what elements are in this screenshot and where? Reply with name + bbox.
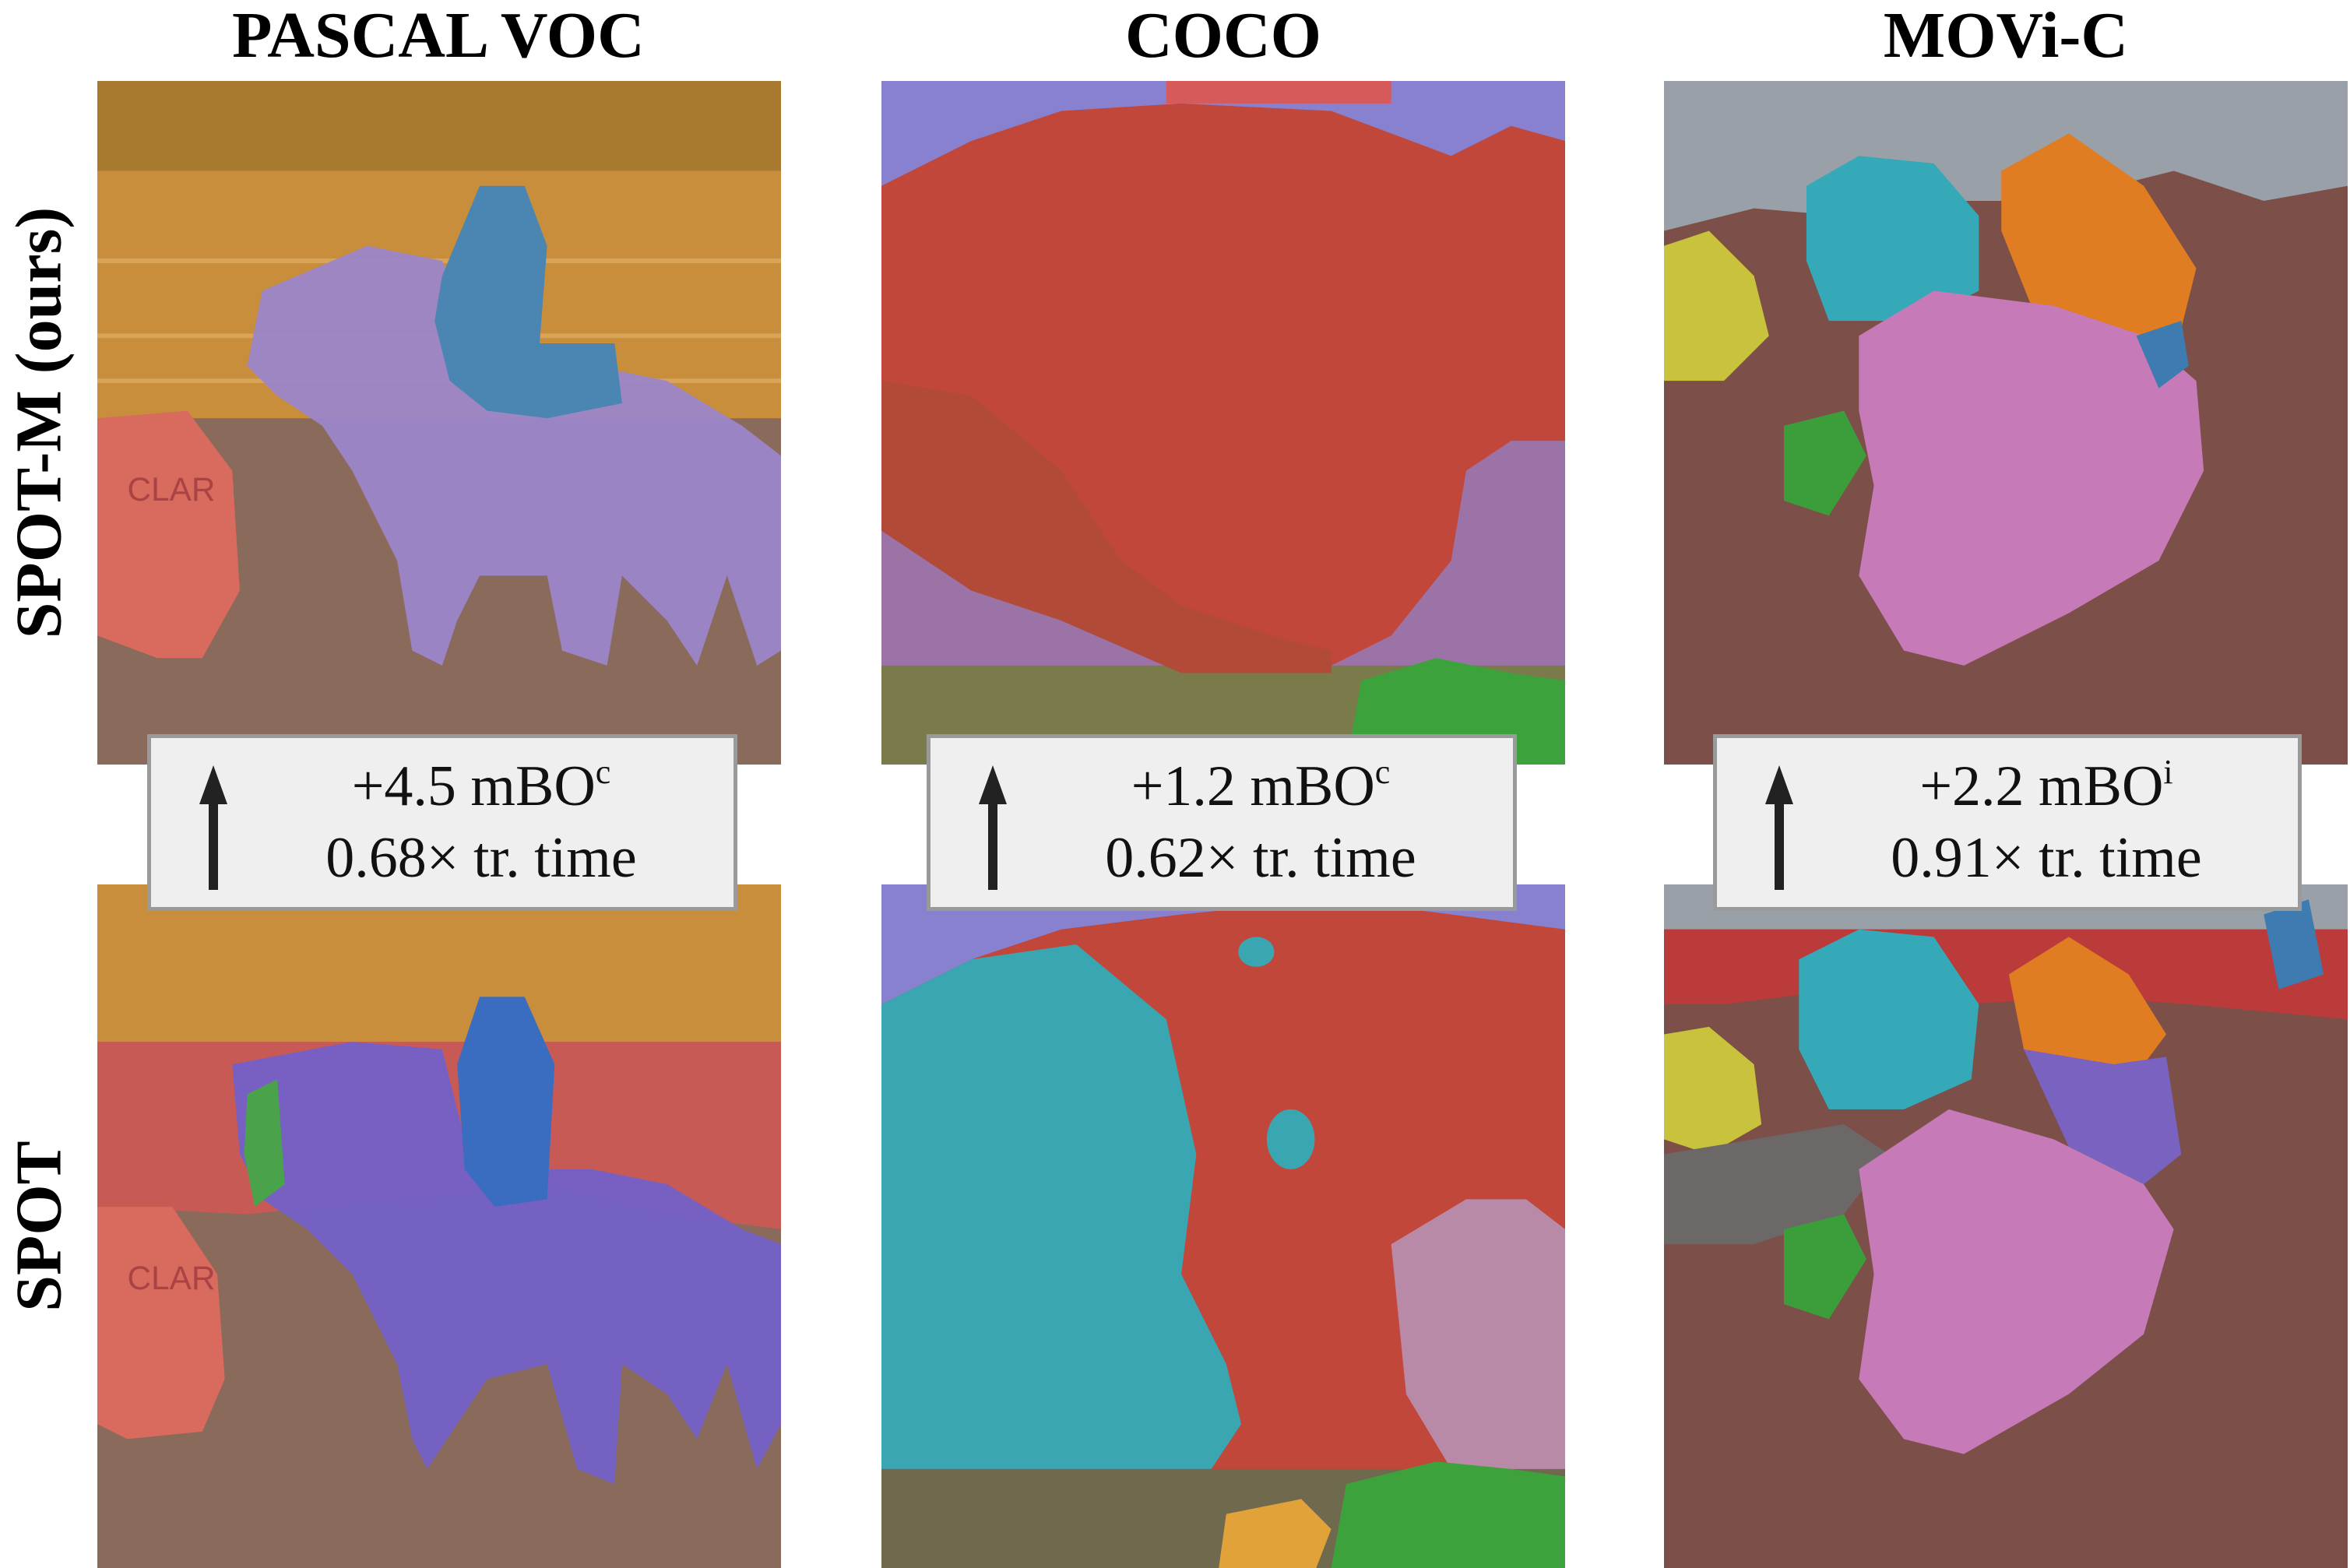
metric-gain: +2.2 mBOi [1919, 753, 2173, 818]
callout-coco: +1.2 mBOc 0.62× tr. time [927, 734, 1517, 911]
svg-text:CLAR: CLAR [128, 1260, 216, 1296]
movi-c-spot-segmentation-image [1664, 884, 2348, 1568]
column-title-movi-c: MOVi-C [1883, 0, 2129, 72]
training-time-ratio: 0.68× tr. time [325, 826, 637, 890]
coco-spot-segmentation-image [881, 884, 1565, 1568]
arrow-up-icon [1765, 765, 1793, 890]
training-time-ratio: 0.62× tr. time [1105, 826, 1416, 890]
arrow-up-icon [199, 765, 227, 890]
row-label-spot-m: SPOT-M (ours) [2, 206, 76, 639]
training-time-ratio: 0.91× tr. time [1891, 826, 2202, 890]
metric-gain: +4.5 mBOc [351, 753, 611, 818]
row-label-spot: SPOT [2, 1141, 76, 1312]
metric-gain: +1.2 mBOc [1131, 753, 1391, 818]
callout-pascal-voc: +4.5 mBOc 0.68× tr. time [147, 734, 737, 911]
pascal-spot-segmentation-image: CLAR [97, 884, 781, 1568]
svg-text:CLAR: CLAR [128, 471, 216, 508]
callout-movi-c: +2.2 mBOi 0.91× tr. time [1713, 734, 2302, 911]
coco-spot-m-segmentation-image [881, 81, 1565, 765]
arrow-up-icon [979, 765, 1007, 890]
column-title-pascal-voc: PASCAL VOC [232, 0, 645, 72]
pascal-spot-m-segmentation-image: CLAR [97, 81, 781, 765]
column-title-coco: COCO [1125, 0, 1321, 72]
movi-c-spot-m-segmentation-image [1664, 81, 2348, 765]
